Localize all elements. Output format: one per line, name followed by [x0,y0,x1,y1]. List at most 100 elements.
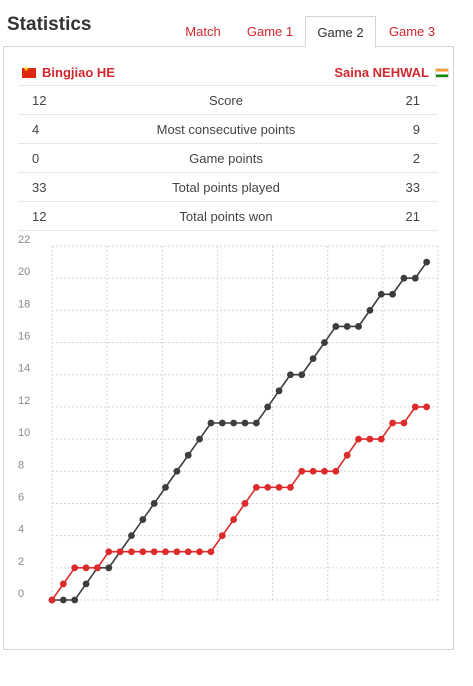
data-point [298,467,306,475]
player-right: Saina NEHWAL [334,65,449,80]
data-point [94,564,101,572]
data-point [332,467,340,475]
data-point [105,548,113,556]
data-point [196,548,203,556]
data-point [82,564,90,572]
data-point [366,306,374,314]
y-tick-label: 0 [18,588,24,600]
score-progression-chart: 0 2 4 6 8 10 12 14 16 18 20 22 [18,234,439,604]
data-point [241,500,249,507]
data-point [377,435,385,443]
data-point [184,451,192,459]
table-row: 12 Score 21 [18,85,438,115]
series-line-0 [51,406,427,601]
data-point [411,274,419,282]
table-row: 4 Most consecutive points 9 [18,114,438,144]
series-line-1 [52,261,428,601]
stat-label: Score [102,85,350,115]
player-left: Bingjiao HE [22,65,115,80]
player-right-name: Saina NEHWAL [334,65,429,80]
data-point [184,548,192,556]
y-tick-label: 2 [18,556,24,568]
data-point [173,467,181,475]
data-point [264,483,272,491]
stat-left-value: 12 [18,201,102,231]
data-point [275,483,283,491]
data-point [71,564,79,572]
y-tick-label: 16 [18,331,30,343]
data-point [59,580,67,588]
stat-left-value: 4 [18,114,102,144]
y-tick-label: 8 [18,459,24,471]
tab-bar: Match Game 1 Game 2 Game 3 [170,16,454,48]
y-tick-label: 10 [18,427,30,439]
data-point [196,435,203,443]
data-point [423,258,431,266]
tab-game-3[interactable]: Game 3 [388,24,436,39]
data-point [298,371,306,379]
data-point [252,419,260,427]
data-point [287,483,294,491]
data-point [389,290,396,298]
data-point [343,451,351,459]
data-point [252,483,260,491]
data-point [400,274,408,282]
data-point [275,387,283,395]
stat-label: Total points played [102,172,350,202]
stat-right-value: 9 [350,114,438,144]
data-point [48,596,56,604]
data-point [366,435,374,443]
data-point [162,483,169,491]
stat-left-value: 33 [18,172,102,202]
data-point [400,419,408,427]
y-tick-label: 18 [18,298,30,310]
y-tick-label: 4 [18,524,24,536]
data-point [207,419,215,427]
data-point [377,290,385,298]
stat-label: Most consecutive points [102,114,350,144]
data-point [423,403,431,411]
stat-label: Total points won [102,201,350,231]
data-point [230,419,238,427]
data-point [139,548,147,556]
stat-right-value: 33 [350,172,438,202]
data-point [218,419,226,427]
data-point [150,548,158,556]
table-row: 33 Total points played 33 [18,172,438,202]
data-point [309,467,317,475]
data-point [150,500,158,507]
data-point [162,548,169,556]
stat-label: Game points [102,143,350,173]
india-flag-icon [435,67,449,78]
data-point [128,548,135,556]
data-point [71,596,79,604]
y-tick-label: 6 [18,491,24,503]
data-point [321,467,328,475]
tab-game-2[interactable]: Game 2 [305,16,376,48]
data-point [321,339,328,346]
page-title: Statistics [7,14,92,35]
stat-right-value: 21 [350,201,438,231]
stat-left-value: 12 [18,85,102,115]
data-point [207,548,215,556]
data-point [355,323,362,330]
stat-right-value: 2 [350,143,438,173]
data-point [116,548,124,556]
table-row: 12 Total points won 21 [18,201,438,231]
china-flag-icon [22,65,36,78]
data-point [173,548,181,556]
data-point [309,355,317,363]
data-point [128,532,135,540]
y-tick-label: 14 [18,363,30,375]
y-tick-label: 12 [18,395,30,407]
data-point [82,580,90,588]
tab-match[interactable]: Match [185,24,221,39]
data-point [59,596,67,604]
y-tick-label: 22 [18,234,30,246]
data-point [218,532,226,540]
stat-left-value: 0 [18,143,102,173]
data-point [139,516,147,523]
player-left-name: Bingjiao HE [42,65,115,80]
tab-game-1[interactable]: Game 1 [246,24,294,39]
stats-table: 12 Score 21 4 Most consecutive points 9 … [18,85,438,231]
